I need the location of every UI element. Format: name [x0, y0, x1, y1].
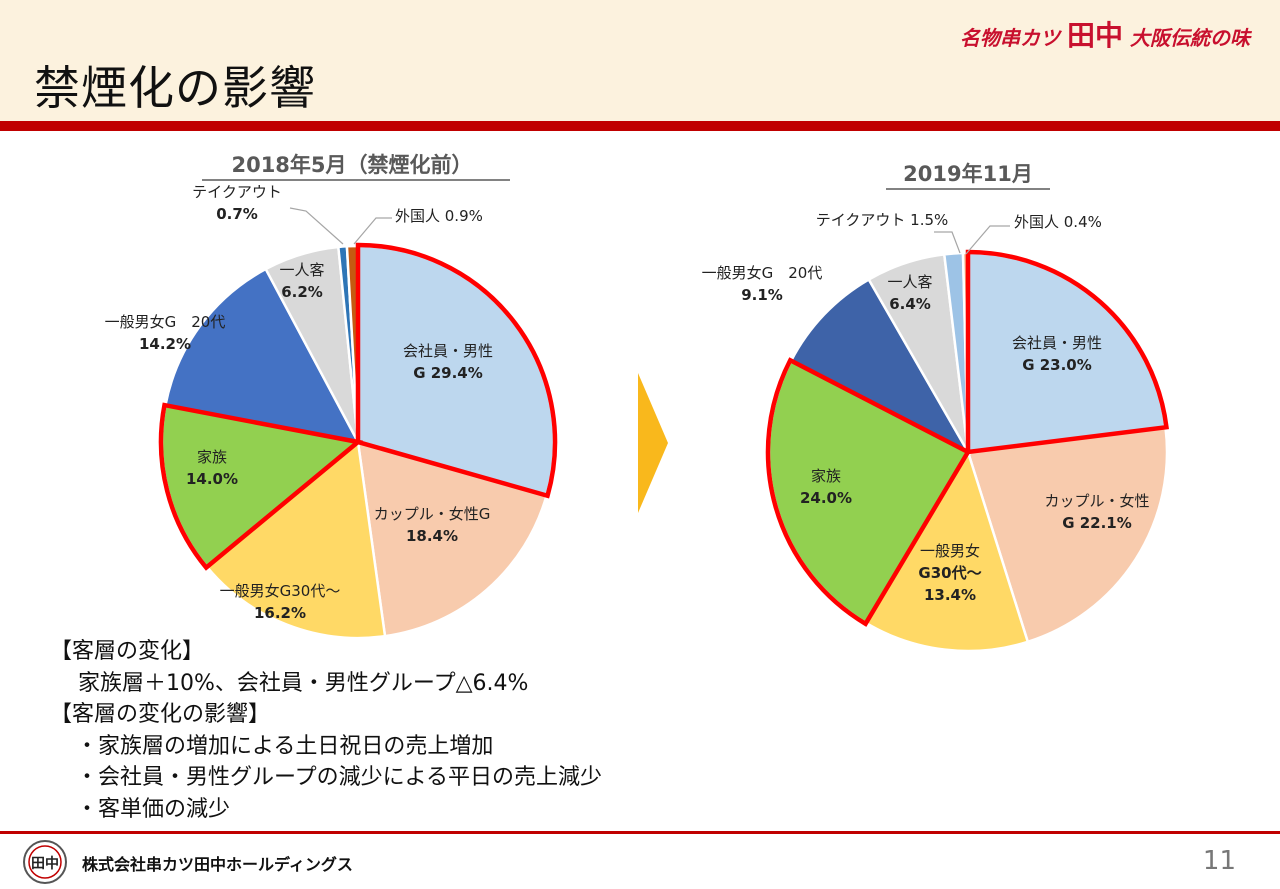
data-label: 14.0%: [186, 470, 238, 488]
data-label: 会社員・男性: [403, 342, 493, 360]
data-label: 一人客: [887, 273, 932, 291]
pie-slice: [966, 251, 1167, 454]
brand-suffix: 大阪伝統の味: [1130, 26, 1250, 50]
data-label: G30代〜: [918, 564, 981, 582]
notes-heading-impact: 【客層の変化の影響】: [50, 702, 271, 727]
arrow-icon: [638, 373, 668, 513]
label-leader-line: [353, 217, 392, 245]
notes-bullet: ・会社員・男性グループの減少による平日の売上減少: [76, 765, 603, 790]
pie-slice-highlight: [355, 242, 558, 499]
notes-bullet: ・家族層の増加による土日祝日の売上増加: [76, 733, 494, 759]
data-label: 外国人 0.4%: [1014, 213, 1102, 231]
data-label: G 23.0%: [1022, 356, 1092, 374]
data-label: テイクアウト: [192, 183, 282, 201]
data-label: 会社員・男性: [1012, 334, 1102, 352]
brand-prefix: 名物串カツ: [960, 26, 1061, 50]
pie-slice: [789, 277, 972, 456]
data-label: 家族: [811, 467, 841, 485]
data-label: 一人客: [279, 261, 324, 279]
data-label: 0.7%: [216, 205, 258, 223]
chart-title: 2019年11月: [903, 162, 1033, 186]
notes: 【客層の変化】 家族層＋10%、会社員・男性グループ△6.4% 【客層の変化の影…: [50, 636, 602, 825]
data-label: 16.2%: [254, 604, 306, 622]
data-label: 6.2%: [281, 283, 323, 301]
data-label: カップル・女性: [1044, 492, 1149, 510]
company-name: 株式会社串カツ田中ホールディングス: [82, 855, 353, 874]
pie-slice: [205, 439, 387, 640]
brand-logo: 名物串カツ 田中 大阪伝統の味: [960, 14, 1250, 54]
data-label: 14.2%: [139, 335, 191, 353]
label-leader-line: [934, 231, 961, 254]
data-label: G 29.4%: [413, 364, 483, 382]
pie-chart-1: 2018年5月（禁煙化前） 会社員・男性 G 29.4% カップル・女性G 18.4% 一…: [105, 153, 558, 640]
data-label: 一般男女G 20代: [105, 313, 226, 331]
footer-divider: [0, 831, 1280, 834]
pie-slice: [356, 440, 549, 638]
company-logo-icon: 田中: [23, 840, 67, 884]
data-label: 一般男女G30代〜: [220, 582, 341, 600]
pie-slice: [864, 448, 1030, 651]
label-leader-line: [289, 207, 344, 245]
data-label: 9.1%: [741, 286, 783, 304]
data-label: 家族: [197, 448, 227, 466]
data-label: カップル・女性G: [374, 505, 491, 523]
label-leader-line: [965, 225, 1010, 255]
header: 禁煙化の影響 名物串カツ 田中 大阪伝統の味: [0, 0, 1280, 122]
data-label: 18.4%: [406, 527, 458, 545]
pie-slice-highlight: [158, 402, 364, 571]
pie-slice: [966, 425, 1169, 644]
logo-text: 田中: [31, 855, 59, 872]
notes-bullet: ・客単価の減少: [76, 796, 231, 822]
data-label: 24.0%: [800, 489, 852, 507]
data-label: 外国人 0.9%: [395, 207, 483, 225]
page-title: 禁煙化の影響: [34, 61, 316, 115]
notes-change-summary: 家族層＋10%、会社員・男性グループ△6.4%: [78, 670, 529, 696]
chart-title: 2018年5月（禁煙化前）: [231, 153, 472, 177]
pie-slice: [164, 267, 361, 444]
notes-heading-change: 【客層の変化】: [50, 639, 205, 664]
brand-name: 田中: [1067, 19, 1124, 52]
pie-slice-highlight: [765, 357, 972, 627]
header-divider: [0, 121, 1280, 131]
data-label: テイクアウト 1.5%: [816, 211, 949, 229]
data-label: G 22.1%: [1062, 514, 1132, 532]
pie-slice-highlight: [965, 249, 1169, 455]
page-number: 11: [1202, 846, 1236, 876]
data-label: 一般男女: [920, 542, 980, 560]
data-label: 6.4%: [889, 295, 931, 313]
data-label: 13.4%: [924, 586, 976, 604]
pie-charts: 2018年5月（禁煙化前） 会社員・男性 G 29.4% カップル・女性G 18.4% 一…: [105, 153, 1169, 651]
data-label: 一般男女G 20代: [702, 264, 823, 282]
